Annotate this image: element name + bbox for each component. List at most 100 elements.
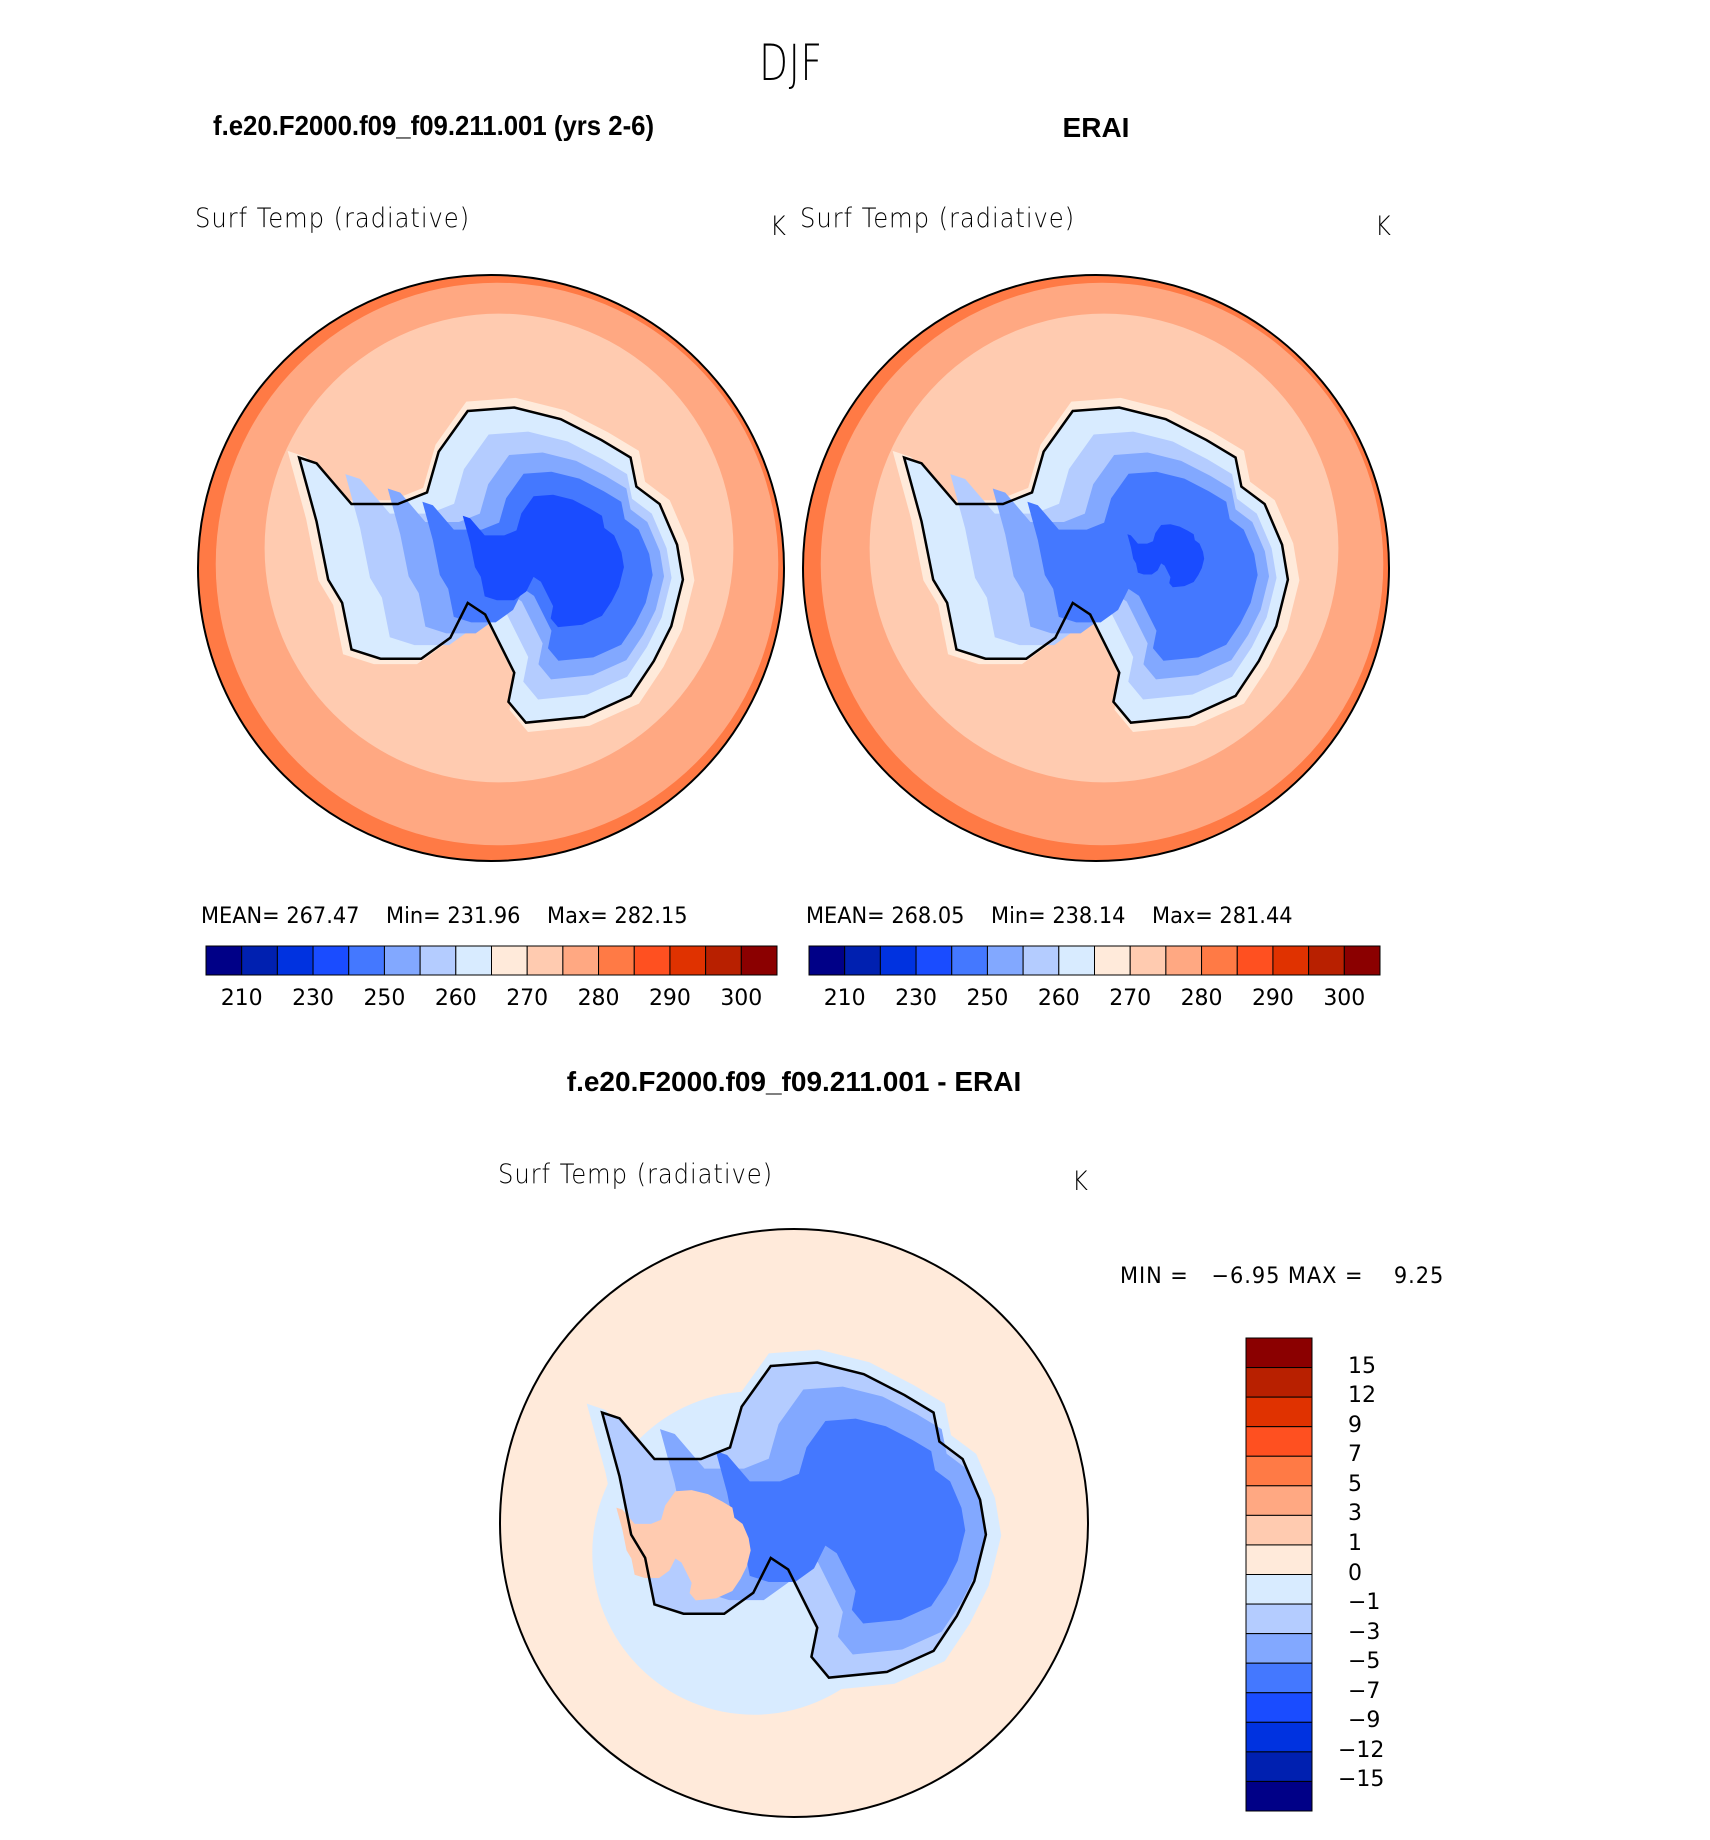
colorbar-tick-label: 230 — [895, 986, 938, 1011]
main-title: DJF — [759, 34, 823, 92]
min-value: 238.14 — [1052, 904, 1126, 929]
colorbar-box — [1245, 1780, 1313, 1812]
min-label: Min= — [991, 904, 1046, 929]
coastline — [902, 406, 1290, 724]
stats-model: MEAN= 267.47 Min= 231.96 Max= 282.15 — [201, 904, 688, 929]
colorbar-tick-label: 5 — [1348, 1471, 1362, 1497]
min-value: −6.95 — [1211, 1264, 1281, 1289]
colorbar-tick-label: 12 — [1348, 1383, 1376, 1409]
polar-map-2 — [499, 1228, 1089, 1818]
colorbar-tick-label: 300 — [720, 986, 763, 1011]
colorbar-tick-label: 9 — [1348, 1412, 1362, 1438]
colorbar-box — [1236, 945, 1274, 976]
mean-label: MEAN= — [201, 904, 280, 929]
min-label: MIN = — [1120, 1264, 1189, 1289]
colorbar-box — [740, 945, 778, 976]
min-value: 231.96 — [447, 904, 521, 929]
colorbar-box — [705, 945, 742, 976]
colorbar-box — [1343, 945, 1381, 976]
panel-title-diff: f.e20.F2000.f09_f09.211.001 - ERAI — [566, 1066, 1022, 1097]
stats-erai: MEAN= 268.05 Min= 238.14 Max= 281.44 — [806, 904, 1293, 929]
stats-diff: MIN = −6.95 MAX = 9.25 — [1120, 1264, 1444, 1289]
units-label-diff: K — [1072, 1166, 1089, 1197]
colorbar-box — [1129, 945, 1167, 976]
colorbar-tick-label: −1 — [1348, 1590, 1381, 1616]
panel-title-erai: ERAI — [1062, 112, 1130, 143]
colorbar-tick-label: 15 — [1348, 1353, 1376, 1379]
colorbar-box — [1245, 1396, 1313, 1428]
colorbar-tick-label: 290 — [1251, 986, 1294, 1011]
colorbar-box — [526, 945, 564, 976]
colorbar-box — [633, 945, 671, 976]
max-label: Max= — [547, 904, 608, 929]
max-value: 9.25 — [1393, 1264, 1445, 1289]
colorbar-2 — [1245, 1337, 1313, 1812]
colorbar-box — [1245, 1485, 1313, 1516]
max-value: 282.15 — [614, 904, 688, 929]
colorbar-tick-label: −3 — [1348, 1619, 1381, 1645]
colorbar-box — [205, 945, 243, 976]
colorbar-box — [1245, 1721, 1313, 1753]
colorbar-box — [562, 945, 600, 976]
contour-region — [462, 494, 624, 628]
colorbar-tick-label: −9 — [1348, 1708, 1381, 1734]
min-label: Min= — [386, 904, 441, 929]
colorbar-tick-label: 260 — [434, 986, 477, 1011]
colorbar-box — [1245, 1455, 1313, 1487]
colorbar-tick-label: 270 — [506, 986, 549, 1011]
colorbar-box — [1245, 1426, 1313, 1457]
contour-region — [616, 1490, 751, 1601]
colorbar-box — [1165, 945, 1203, 976]
colorbar-box — [1245, 1692, 1313, 1723]
colorbar-box — [1022, 945, 1060, 976]
colorbar-box — [669, 945, 707, 976]
contour-region — [715, 1418, 966, 1624]
colorbar-box — [1058, 945, 1095, 976]
mean-label: MEAN= — [806, 904, 885, 929]
polar-map-1 — [802, 274, 1390, 862]
variable-label-diff: Surf Temp (radiative) — [498, 1159, 774, 1190]
colorbar-tick-label: 280 — [577, 986, 620, 1011]
colorbar-box — [1245, 1603, 1313, 1635]
colorbar-box — [348, 945, 385, 976]
map-boundary — [499, 1228, 1089, 1818]
units-label-erai: K — [1375, 211, 1392, 242]
colorbar-box — [1245, 1367, 1313, 1398]
colorbar-tick-label: −12 — [1338, 1737, 1385, 1763]
colorbar-box — [1094, 945, 1131, 976]
colorbar-box — [879, 945, 917, 976]
colorbar-box — [951, 945, 988, 976]
colorbar-box — [241, 945, 278, 976]
colorbar-box — [276, 945, 314, 976]
colorbar-box — [455, 945, 492, 976]
colorbar-tick-label: 210 — [823, 986, 866, 1011]
panel-title-model: f.e20.F2000.f09_f09.211.001 (yrs 2-6) — [213, 110, 655, 141]
colorbar-box — [1245, 1633, 1313, 1664]
colorbar-box — [844, 945, 881, 976]
colorbar-box — [1245, 1662, 1313, 1694]
colorbar-box — [808, 945, 846, 976]
colorbar-box — [1308, 945, 1345, 976]
colorbar-1 — [808, 945, 1381, 976]
polar-map-0 — [197, 274, 785, 862]
colorbar-tick-label: 270 — [1109, 986, 1152, 1011]
colorbar-box — [419, 945, 457, 976]
colorbar-box — [1272, 945, 1310, 976]
max-label: Max= — [1152, 904, 1213, 929]
colorbar-tick-label: 290 — [648, 986, 691, 1011]
map-boundary — [197, 274, 785, 862]
variable-label-model: Surf Temp (radiative) — [195, 203, 471, 234]
colorbar-box — [1245, 1574, 1313, 1605]
colorbar-box — [383, 945, 421, 976]
colorbar-tick-label: 280 — [1180, 986, 1223, 1011]
max-label: MAX = — [1287, 1264, 1364, 1289]
colorbar-box — [915, 945, 953, 976]
colorbar-box — [312, 945, 350, 976]
map-fill — [803, 275, 1389, 861]
colorbar-box — [598, 945, 635, 976]
colorbar-tick-label: −15 — [1338, 1767, 1385, 1793]
colorbar-tick-label: 250 — [966, 986, 1009, 1011]
max-value: 281.44 — [1219, 904, 1293, 929]
colorbar-0 — [205, 945, 778, 976]
